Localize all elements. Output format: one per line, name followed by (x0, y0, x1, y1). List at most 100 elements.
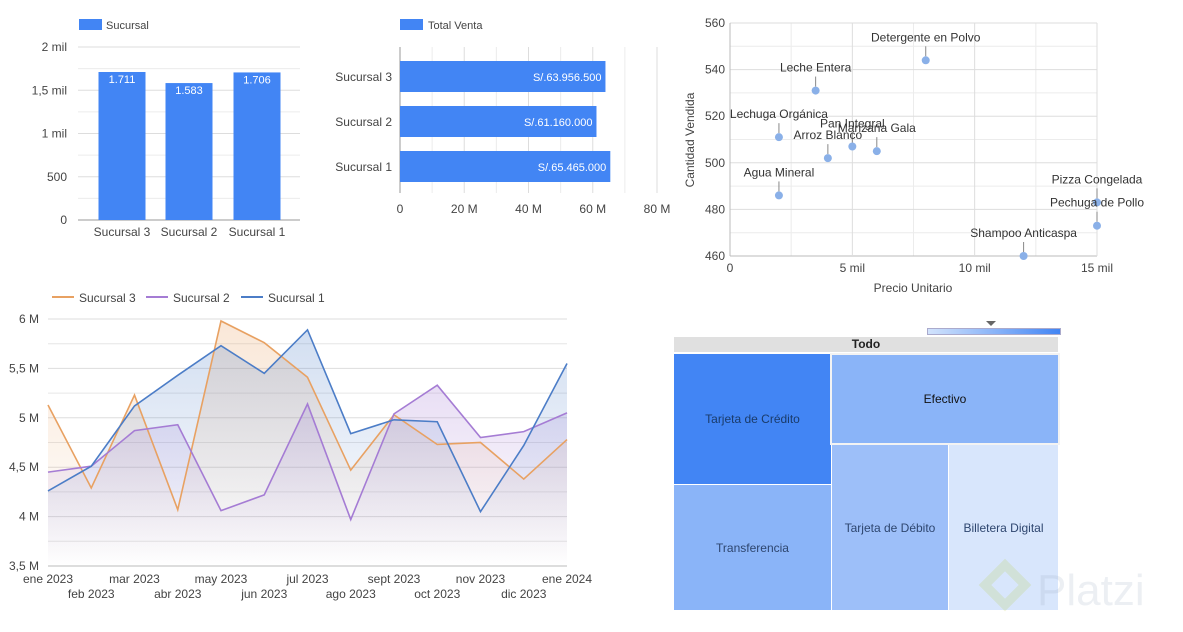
y-tick-label: 6 M (19, 312, 39, 326)
x-tick-label: ago 2023 (326, 587, 376, 601)
point-label: Leche Entera (780, 61, 852, 75)
treemap-cell[interactable]: Billetera Digital (949, 445, 1058, 610)
point-label: Pechuga de Pollo (1050, 196, 1144, 210)
y-tick-label: 3,5 M (9, 559, 39, 573)
x-tick-label: 40 M (515, 202, 542, 216)
x-tick-label: Sucursal 3 (94, 225, 151, 239)
scatter-chart-products: 460 480 500 520 540 560 0 5 mil 10 mil 15 mil Prec… (683, 16, 1144, 295)
x-tick-label: 20 M (451, 202, 478, 216)
point-label: Agua Mineral (744, 165, 815, 179)
y-tick-label: 4,5 M (9, 460, 39, 474)
x-tick-label: oct 2023 (414, 587, 460, 601)
x-tick-label: 0 (397, 202, 404, 216)
treemap-cell[interactable]: Tarjeta de Débito (832, 445, 948, 610)
y-tick-label: 480 (705, 202, 725, 216)
legend-swatch (400, 19, 423, 30)
y-tick-label: 1,5 mil (32, 83, 67, 97)
y-tick-label: 0 (60, 213, 67, 227)
point-label: Manzana Gala (838, 121, 916, 135)
bar-data-label: 1.706 (243, 74, 271, 86)
point-label: Shampoo Anticaspa (970, 226, 1077, 240)
treemap-scale-bar (927, 328, 1061, 335)
x-tick-label: jun 2023 (240, 587, 287, 601)
scatter-point (774, 191, 783, 200)
bar (400, 106, 597, 137)
bar-chart-count: 0 500 1 mil 1,5 mil 2 mil Sucursal 1.711 Sucurs… (32, 19, 300, 239)
platzi-logo-icon (978, 558, 1032, 612)
y-tick-label: Sucursal 3 (335, 70, 392, 84)
x-tick-label: 80 M (644, 202, 671, 216)
x-axis-title: Precio Unitario (874, 281, 953, 295)
y-axis-title: Cantidad Vendida (683, 92, 697, 187)
scatter-point (1019, 252, 1028, 260)
x-tick-label: 5 mil (840, 261, 865, 275)
bar (400, 151, 611, 182)
treemap-payment-methods: Todo Tarjeta de Crédito Efectivo Transferen… (670, 315, 1065, 615)
x-tick-label: abr 2023 (154, 587, 202, 601)
bar (98, 71, 146, 220)
x-tick-label: ene 2023 (23, 572, 73, 586)
bar-data-label: S/.63.956.500 (533, 72, 602, 84)
x-tick-label: dic 2023 (501, 587, 547, 601)
x-tick-label: feb 2023 (68, 587, 115, 601)
y-tick-label: Sucursal 1 (335, 160, 392, 174)
series-line (47, 319, 568, 513)
scatter-point (848, 142, 857, 151)
point-label: Lechuga Orgánica (730, 107, 828, 121)
treemap-cell[interactable]: Efectivo (832, 355, 1058, 443)
series-line (47, 328, 568, 514)
x-tick-label: may 2023 (195, 572, 248, 586)
point-label: Detergente en Polvo (871, 30, 981, 44)
legend-label: Sucursal (106, 20, 149, 32)
y-tick-label: Sucursal 2 (335, 115, 392, 129)
legend-label: Total Venta (428, 20, 483, 32)
y-tick-label: 460 (705, 249, 725, 263)
legend-label: Sucursal 3 (79, 291, 136, 305)
series-line (47, 384, 568, 522)
scatter-point (872, 147, 881, 156)
bar (165, 83, 213, 221)
scatter-point (774, 133, 783, 142)
x-tick-label: 15 mil (1081, 261, 1113, 275)
legend-swatch (79, 19, 102, 30)
x-tick-label: sept 2023 (368, 572, 421, 586)
legend-label: Sucursal 2 (173, 291, 230, 305)
bar-chart-sales: Total Venta S/.63.956.500 Sucursal 3 S/.61.… (335, 19, 671, 216)
y-tick-label: 540 (705, 63, 725, 77)
platzi-watermark: Platzi (975, 555, 1175, 625)
scatter-point (1093, 198, 1101, 207)
x-tick-label: jul 2023 (285, 572, 328, 586)
treemap-cell[interactable]: Transferencia (674, 485, 831, 610)
x-tick-label: ene 2024 (542, 572, 592, 586)
y-tick-label: 500 (47, 170, 67, 184)
y-tick-label: 4 M (19, 510, 39, 524)
scatter-point (823, 154, 832, 163)
y-tick-label: 2 mil (42, 40, 67, 54)
bar (400, 61, 606, 92)
legend-label: Sucursal 1 (268, 291, 325, 305)
point-label: Arroz Blanco (794, 128, 863, 142)
y-tick-label: 5,5 M (9, 361, 39, 375)
scatter-point (1093, 221, 1101, 230)
y-tick-label: 1 mil (42, 127, 67, 141)
x-tick-label: 60 M (579, 202, 606, 216)
bar-data-label: S/.61.160.000 (524, 117, 593, 129)
x-tick-label: Sucursal 2 (161, 225, 218, 239)
scale-marker-icon (986, 321, 996, 326)
x-tick-label: 10 mil (959, 261, 991, 275)
y-tick-label: 520 (705, 109, 725, 123)
bar-data-label: S/.65.465.000 (538, 162, 607, 174)
bar-data-label: 1.583 (175, 85, 203, 97)
treemap-header-todo[interactable]: Todo (674, 337, 1058, 352)
scatter-point (811, 86, 820, 95)
x-tick-label: nov 2023 (456, 572, 506, 586)
y-tick-label: 5 M (19, 411, 39, 425)
x-tick-label: mar 2023 (109, 572, 160, 586)
bar-data-label: 1.711 (109, 74, 136, 86)
y-tick-label: 560 (705, 16, 725, 30)
x-tick-label: Sucursal 1 (229, 225, 286, 239)
watermark-text: Platzi (1037, 566, 1145, 615)
treemap-cell[interactable]: Tarjeta de Crédito (674, 354, 831, 484)
scatter-point (921, 56, 930, 65)
